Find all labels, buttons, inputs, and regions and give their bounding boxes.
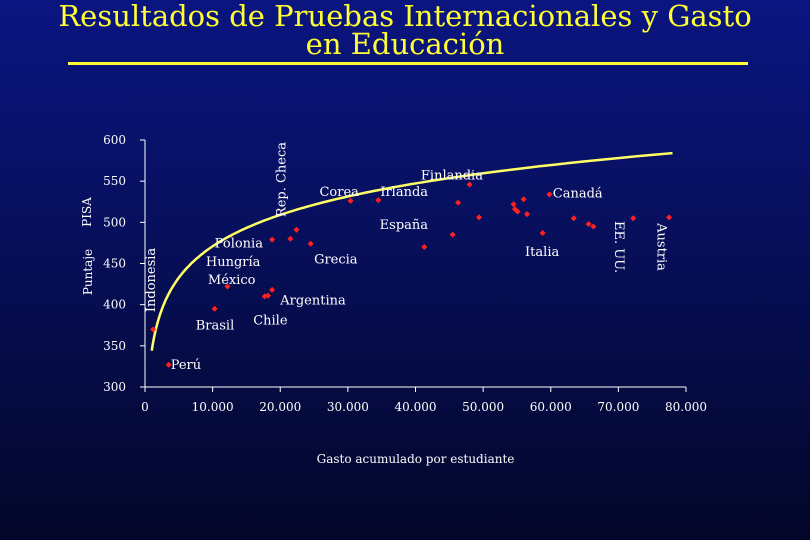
data-point xyxy=(421,244,428,251)
data-point xyxy=(539,230,546,237)
x-tick-label: 40.000 xyxy=(395,400,437,414)
country-label: Canadá xyxy=(553,187,603,202)
data-point xyxy=(570,215,577,222)
data-point xyxy=(514,208,521,215)
country-label: Corea xyxy=(319,185,359,200)
data-point xyxy=(585,220,592,227)
chart-title: Resultados de Pruebas Internacionales y … xyxy=(0,0,810,61)
x-tick-label: 20.000 xyxy=(259,400,301,414)
country-label: Perú xyxy=(171,358,201,373)
data-point xyxy=(211,305,218,312)
x-tick-label: 0 xyxy=(141,400,149,414)
data-point xyxy=(150,326,157,333)
data-point xyxy=(455,199,462,206)
y-tick-label: 350 xyxy=(103,339,126,353)
country-label: México xyxy=(208,273,256,288)
country-label: Chile xyxy=(253,313,288,328)
country-label: Finlandia xyxy=(421,168,483,183)
data-point xyxy=(524,211,531,218)
country-label: Polonia xyxy=(215,237,264,252)
x-axis-label: Gasto acumulado por estudiante xyxy=(317,452,515,466)
data-point xyxy=(347,197,354,204)
data-point xyxy=(510,201,517,208)
data-point xyxy=(269,286,276,293)
y-tick-label: 400 xyxy=(103,298,126,312)
country-label: Argentina xyxy=(279,294,346,309)
country-label: Hungría xyxy=(206,255,261,270)
title-underline xyxy=(68,62,748,65)
x-tick-label: 50.000 xyxy=(462,400,504,414)
data-point xyxy=(224,283,231,290)
country-label: Italia xyxy=(525,245,559,260)
y-axis-label-line: Puntaje xyxy=(81,249,95,295)
y-tick-label: 300 xyxy=(103,380,126,394)
country-label-vertical: Rep. Checa xyxy=(275,142,290,217)
x-tick-label: 70.000 xyxy=(597,400,639,414)
data-point xyxy=(546,191,553,198)
x-tick-label: 10.000 xyxy=(192,400,234,414)
data-point xyxy=(165,361,172,368)
country-label-vertical: Indonesia xyxy=(144,248,159,313)
data-point xyxy=(476,214,483,221)
data-point xyxy=(520,196,527,203)
data-point xyxy=(666,214,673,221)
data-point xyxy=(269,236,276,243)
data-point xyxy=(449,231,456,238)
data-point xyxy=(265,292,272,299)
x-tick-label: 60.000 xyxy=(530,400,572,414)
data-point xyxy=(466,181,473,188)
data-point xyxy=(630,215,637,222)
chart-title-line2: en Educación xyxy=(305,27,505,61)
y-axis-label-line: PISA xyxy=(80,197,94,227)
y-tick-label: 550 xyxy=(103,174,126,188)
country-label: Irlanda xyxy=(380,185,428,200)
data-point xyxy=(590,223,597,230)
chart-title-line1: Resultados de Pruebas Internacionales y … xyxy=(58,0,752,33)
y-tick-label: 600 xyxy=(103,133,126,147)
country-label: Grecia xyxy=(314,252,358,267)
x-tick-label: 30.000 xyxy=(327,400,369,414)
data-point xyxy=(375,197,382,204)
data-point xyxy=(287,235,294,242)
y-tick-label: 500 xyxy=(103,215,126,229)
y-tick-label: 450 xyxy=(103,257,126,271)
data-point xyxy=(307,240,314,247)
data-point xyxy=(293,226,300,233)
trend-curve xyxy=(150,151,673,351)
country-label: Brasil xyxy=(196,318,235,333)
country-label-vertical: EE. UU. xyxy=(611,221,626,273)
x-tick-label: 80.000 xyxy=(665,400,707,414)
country-label: España xyxy=(380,218,429,233)
country-label-vertical: Austria xyxy=(654,222,669,271)
